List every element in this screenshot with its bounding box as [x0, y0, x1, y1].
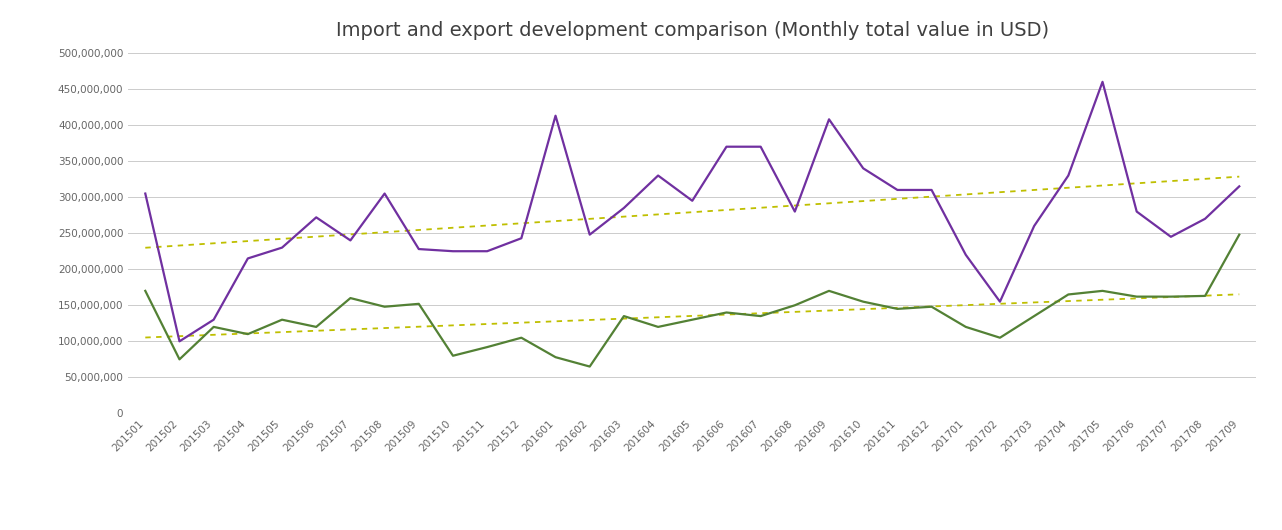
- Title: Import and export development comparison (Monthly total value in USD): Import and export development comparison…: [336, 21, 1049, 40]
